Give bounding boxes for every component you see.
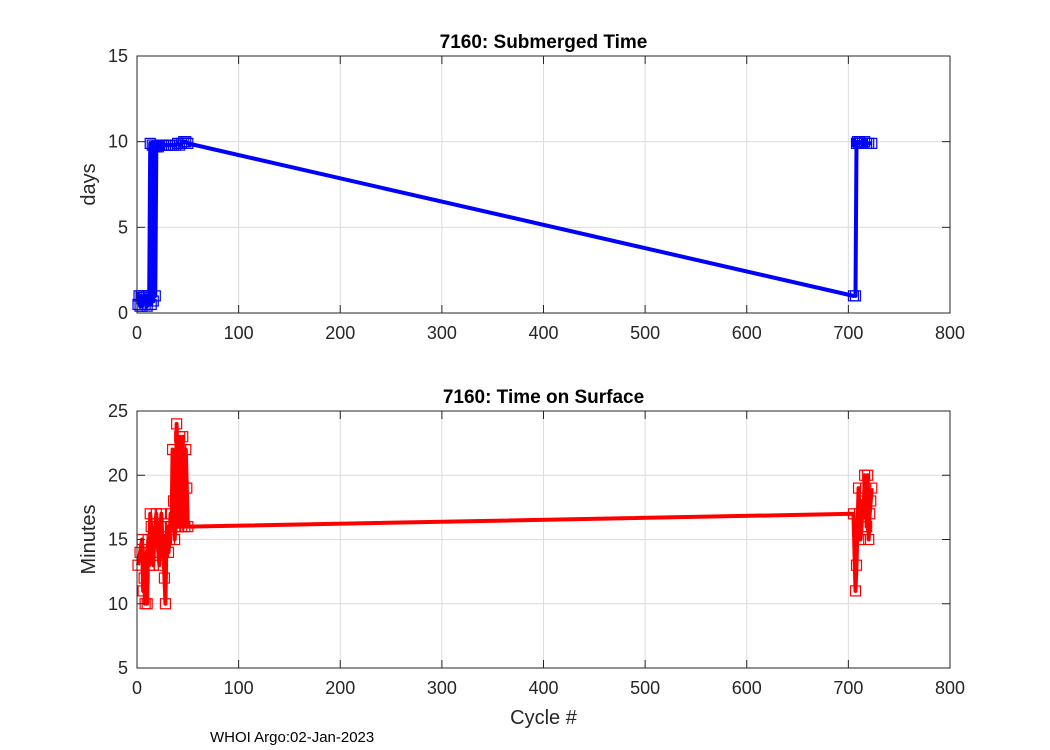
axes-submerged-time: 0 100 200 300 400 500 600 700 800 0 5 10 15 7160: Sub… xyxy=(78,32,965,343)
y-tick-label: 5 xyxy=(118,217,128,237)
data-point xyxy=(858,508,870,520)
x-tick-label: 600 xyxy=(732,678,762,698)
x-axis-label: Cycle # xyxy=(510,707,578,729)
data-point xyxy=(134,546,146,558)
data-point xyxy=(866,482,878,494)
data-point xyxy=(177,431,189,443)
data-point xyxy=(144,137,156,149)
data-point xyxy=(174,139,186,151)
x-tick-label: 600 xyxy=(732,323,762,343)
y-tick-label: 5 xyxy=(118,658,128,678)
x-tick-label: 300 xyxy=(427,678,457,698)
data-point xyxy=(862,469,874,481)
y-tick-label: 25 xyxy=(108,401,128,421)
y-tick-label: 10 xyxy=(108,594,128,614)
data-point xyxy=(138,572,150,584)
x-tick-label: 800 xyxy=(935,678,965,698)
data-point xyxy=(178,508,190,520)
data-point xyxy=(859,136,871,148)
x-tick-label: 200 xyxy=(325,678,355,698)
data-point xyxy=(850,559,863,571)
data-point xyxy=(171,418,183,430)
x-tick-label: 0 xyxy=(132,678,142,698)
data-point xyxy=(176,137,188,149)
data-point xyxy=(137,585,149,597)
x-tick-label: 700 xyxy=(833,678,863,698)
chart-title: 7160: Submerged Time xyxy=(440,32,648,53)
data-point xyxy=(861,521,873,533)
data-point xyxy=(182,521,194,533)
data-point xyxy=(164,508,177,520)
data-point xyxy=(132,559,144,571)
y-tick-label: 15 xyxy=(108,46,128,66)
data-point xyxy=(854,533,867,546)
data-point xyxy=(849,585,862,597)
data-point xyxy=(849,290,862,302)
data-point xyxy=(180,136,192,148)
data-point xyxy=(154,521,166,533)
data-point xyxy=(180,443,192,456)
x-tick-label: 300 xyxy=(427,323,457,343)
x-tick-label: 0 xyxy=(132,323,142,343)
x-tick-label: 500 xyxy=(630,678,660,698)
x-tick-label: 400 xyxy=(528,678,558,698)
data-point xyxy=(143,291,155,304)
data-point xyxy=(158,572,171,584)
data-point xyxy=(169,533,181,546)
data-point xyxy=(146,546,158,558)
data-point xyxy=(140,546,152,558)
chart-title: 7160: Time on Surface xyxy=(443,387,644,408)
data-point xyxy=(145,298,157,311)
y-axis-label: Minutes xyxy=(78,504,100,574)
data-point xyxy=(860,482,872,494)
y-tick-label: 20 xyxy=(108,465,128,485)
data-point xyxy=(159,598,172,610)
data-point xyxy=(182,137,194,149)
x-tick-label: 200 xyxy=(325,323,355,343)
x-tick-label: 100 xyxy=(224,323,254,343)
y-tick-label: 10 xyxy=(108,132,128,152)
y-tick-label: 15 xyxy=(108,530,128,550)
data-point xyxy=(181,482,193,494)
x-tick-label: 700 xyxy=(833,323,863,343)
data-point xyxy=(144,508,156,520)
data-point xyxy=(866,137,878,149)
data-point xyxy=(155,508,167,520)
x-tick-label: 800 xyxy=(935,323,965,343)
data-point xyxy=(162,546,175,558)
x-tick-label: 400 xyxy=(528,323,558,343)
data-point xyxy=(863,533,875,546)
data-point xyxy=(166,443,179,456)
data-point xyxy=(167,495,180,507)
data-point xyxy=(852,482,865,494)
data-point xyxy=(153,559,165,571)
y-tick-label: 0 xyxy=(118,303,128,323)
x-tick-label: 100 xyxy=(224,678,254,698)
footer-label: WHOI Argo:02-Jan-2023 xyxy=(210,729,374,746)
x-tick-label: 500 xyxy=(630,323,660,343)
data-point xyxy=(147,559,159,571)
axes-time-on-surface: 0 100 200 300 400 500 600 700 800 5 10 15 20 25 7160: … xyxy=(78,387,965,729)
y-axis-label: days xyxy=(78,163,100,205)
data-point xyxy=(864,508,876,520)
data-point xyxy=(172,469,184,481)
data-point xyxy=(149,290,161,302)
data-point xyxy=(857,495,869,507)
data-point xyxy=(139,298,151,311)
data-point xyxy=(865,495,877,507)
